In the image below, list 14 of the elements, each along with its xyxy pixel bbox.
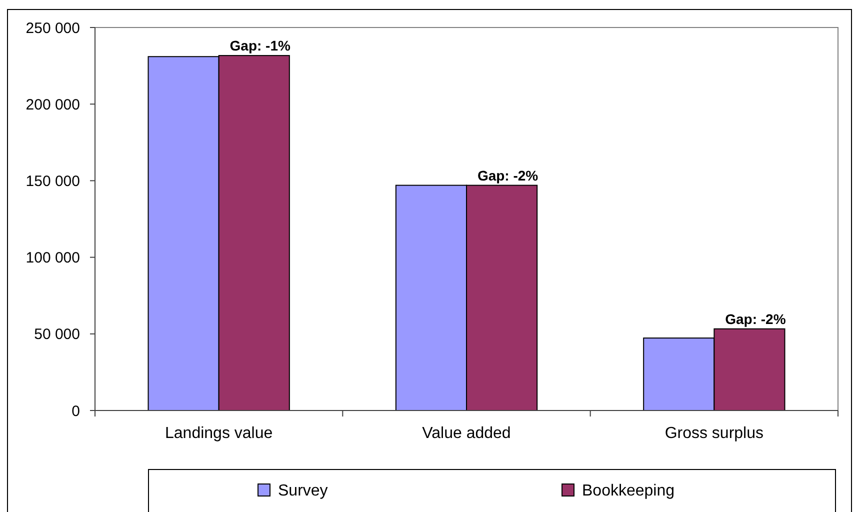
y-tick-label: 200 000: [26, 96, 80, 114]
y-tick-label: 250 000: [26, 20, 80, 37]
y-tick-label: 100 000: [26, 250, 80, 267]
legend-label: Survey: [278, 482, 328, 500]
x-tick-label: Landings value: [165, 425, 273, 442]
x-tick-label: Gross surplus: [664, 425, 764, 442]
y-tick-label: 50 000: [34, 326, 80, 344]
y-tick-label: 0: [72, 402, 80, 420]
annotation: Gap: -1%: [230, 38, 292, 54]
annotation: Gap: -2%: [725, 310, 786, 327]
legend-label: Bookkeeping: [582, 482, 675, 500]
y-tick-label: 150 000: [26, 172, 80, 190]
x-tick-label: Value added: [422, 425, 511, 442]
annotation: Gap: -2%: [477, 167, 539, 184]
